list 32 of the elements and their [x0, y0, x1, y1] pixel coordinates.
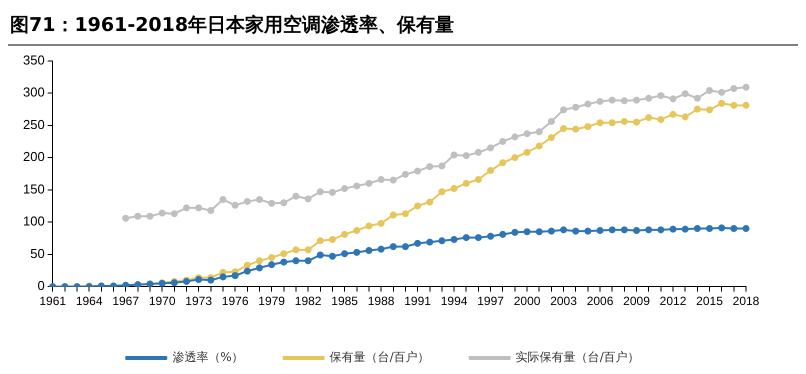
y-tick-label: 0: [37, 278, 45, 294]
x-tick-label: 1961: [39, 294, 66, 308]
x-tick-label: 1994: [440, 294, 468, 308]
x-tick-label: 2015: [696, 294, 724, 308]
x-tick-label: 1982: [294, 294, 322, 308]
x-tick-label: 2000: [514, 294, 541, 308]
x-tick-label: 1964: [76, 294, 103, 308]
x-tick-label: 2018: [732, 294, 760, 308]
y-tick-label: 50: [30, 246, 45, 261]
x-tick-label: 1973: [185, 294, 212, 308]
x-tick-label: 1985: [331, 294, 358, 308]
x-tick-label: 2012: [660, 294, 687, 308]
y-tick-label: 250: [22, 116, 45, 132]
x-tick-label: 2003: [550, 294, 578, 308]
x-tick-label: 1979: [258, 294, 286, 308]
x-tick-label: 1988: [368, 294, 395, 308]
x-tick-label: 1967: [112, 294, 140, 308]
x-tick-label: 1991: [404, 294, 432, 308]
x-tick-label: 1976: [222, 294, 249, 308]
x-tick-label: 1970: [148, 294, 176, 308]
x-tick-label: 1997: [477, 294, 504, 308]
y-tick-label: 200: [22, 149, 45, 164]
legend-label: 保有量（台/百户）: [330, 350, 430, 364]
x-tick-label: 2006: [586, 294, 614, 308]
y-tick-label: 100: [22, 214, 45, 229]
legend-label: 实际保有量（台/百户）: [516, 350, 640, 364]
legend-label: 渗透率（%）: [172, 350, 244, 364]
y-tick-label: 300: [22, 84, 45, 100]
x-tick-label: 2009: [623, 294, 650, 308]
y-tick-label: 150: [22, 181, 45, 196]
y-tick-label: 350: [22, 52, 45, 68]
chart-title: 图71：1961-2018年日本家用空调渗透率、保有量: [10, 13, 454, 38]
